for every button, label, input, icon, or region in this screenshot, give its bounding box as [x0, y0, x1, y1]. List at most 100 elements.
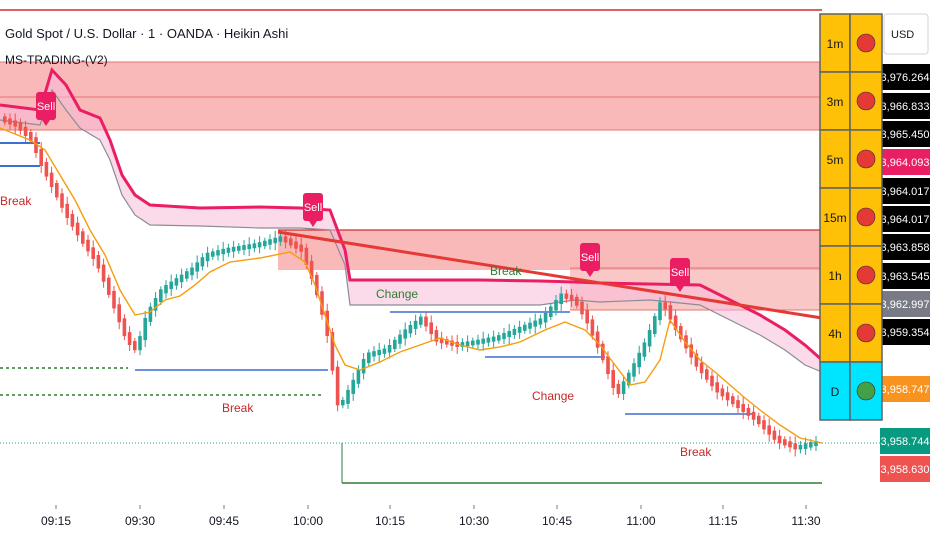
price-label-bg: [880, 121, 930, 147]
candles: [3, 113, 818, 457]
break-label-2: Break: [490, 264, 522, 278]
candle-body: [512, 328, 517, 335]
candle-body: [517, 326, 522, 333]
candle-body: [621, 381, 626, 394]
x-tick-label: 09:15: [41, 514, 71, 528]
x-tick-label: 11:00: [626, 514, 655, 528]
price-label: 3,962.997: [881, 299, 930, 311]
candle-body: [632, 363, 636, 377]
candle-body: [450, 340, 454, 346]
sell-signal-3: [580, 243, 600, 271]
candle-body: [372, 351, 376, 357]
x-tick-label: 09:30: [125, 514, 155, 528]
tf-status-dot-3m: [856, 91, 876, 111]
candle-body: [278, 236, 283, 242]
candle-body: [653, 316, 657, 334]
candle-body: [387, 345, 392, 353]
candle-body: [49, 172, 54, 187]
sell-signal-pointer-1: [42, 120, 50, 126]
tf-status-dot-15m: [856, 207, 876, 227]
tf-label-cell: [819, 361, 851, 421]
candle-body: [133, 341, 137, 351]
candle-body: [595, 331, 600, 348]
candle-body: [299, 244, 303, 252]
candle-body: [231, 246, 236, 252]
price-label-bg: [880, 319, 930, 345]
candle-body: [34, 137, 38, 153]
candle-body: [757, 415, 761, 425]
candle-body: [153, 298, 158, 311]
candle-body: [481, 338, 485, 344]
sell-signal-label-2: Sell: [304, 202, 322, 214]
candle-body: [460, 342, 465, 347]
tf-label-4h: 4h: [828, 327, 841, 341]
price-label: 3,965.450: [881, 129, 930, 141]
candle-body: [309, 260, 314, 279]
currency-box[interactable]: [883, 13, 929, 55]
candle-body: [294, 241, 298, 249]
break-label-3: Break: [222, 401, 254, 415]
candle-body: [434, 330, 439, 342]
candle-body: [127, 332, 132, 345]
candle-body: [590, 319, 595, 336]
candle-body: [315, 274, 319, 296]
tf-label-15m: 15m: [823, 211, 846, 225]
candle-body: [564, 293, 569, 299]
tf-status-dot-5m: [856, 149, 876, 169]
candle-body: [200, 257, 205, 267]
indicator-name[interactable]: MS-TRADING-(V2): [5, 53, 108, 67]
candle-body: [751, 411, 756, 420]
candle-body: [3, 116, 7, 123]
candle-body: [720, 388, 725, 397]
candle-body: [569, 294, 574, 301]
price-label-bg: [880, 206, 930, 232]
candle-body: [767, 425, 771, 435]
x-tick-label: 11:15: [708, 514, 737, 528]
structure-levels: [0, 142, 880, 484]
candle-body: [112, 290, 116, 309]
price-label-bg: [880, 149, 930, 175]
sell-signal-label-3: Sell: [581, 252, 599, 264]
candle-body: [44, 162, 49, 177]
sell-signal-pointer-2: [309, 221, 317, 227]
candle-body: [476, 339, 480, 345]
candle-body: [247, 244, 251, 250]
candle-body: [91, 247, 95, 260]
candle-body: [528, 322, 532, 329]
candle-body: [341, 399, 345, 406]
candle-body: [647, 330, 652, 347]
price-label-bg: [880, 64, 930, 90]
supply-zone-top: [0, 62, 822, 130]
candle-body: [606, 356, 610, 375]
trail-band-fill: [0, 70, 822, 372]
candle-body: [777, 435, 782, 444]
candle-body: [445, 339, 449, 345]
price-label-bg: [880, 263, 930, 289]
time-axis-bg: [0, 505, 880, 550]
tf-status-cell: [849, 13, 883, 73]
price-label-bg: [880, 456, 930, 482]
symbol-title[interactable]: Gold Spot / U.S. Dollar · 1 · OANDA · He…: [5, 26, 288, 41]
candle-body: [637, 352, 641, 368]
time-axis: 09:15 09:30 09:45 10:00 10:15 10:30 10:45 11:00…: [0, 505, 880, 550]
x-tick-label: 10:00: [293, 514, 323, 528]
trail-band-lower: [0, 88, 823, 373]
price-label-bg: [880, 234, 930, 260]
candle-body: [559, 293, 563, 304]
price-label-bg: [880, 93, 930, 119]
tf-label-5m: 5m: [827, 153, 844, 167]
currency-label[interactable]: USD: [891, 29, 914, 41]
candle-body: [741, 404, 745, 412]
candle-body: [242, 245, 246, 250]
candle-body: [143, 317, 147, 341]
candle-body: [8, 118, 12, 125]
trend-line: [277, 230, 823, 320]
candle-body: [393, 339, 397, 349]
candle-body: [497, 335, 501, 341]
candle-body: [304, 247, 309, 265]
price-label: 3,958.630: [881, 464, 930, 476]
candle-body: [211, 251, 215, 257]
price-label: 3,964.017: [881, 186, 930, 198]
price-label-bg: [880, 178, 930, 204]
